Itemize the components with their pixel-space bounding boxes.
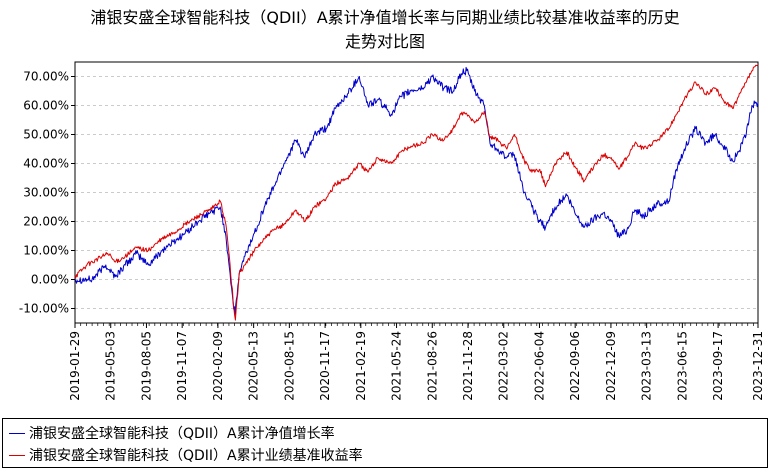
x-tick-label: 2020-11-17 (318, 331, 332, 401)
x-tick-label: 2022-03-02 (497, 331, 511, 401)
y-tick-label: -10.00% (19, 302, 69, 316)
x-tick-label: 2019-05-03 (104, 331, 118, 401)
legend-item-fund: 浦银安盛全球智能科技（QDII）A累计净值增长率 (9, 423, 335, 443)
legend-item-benchmark: 浦银安盛全球智能科技（QDII）A累计业绩基准收益率 (9, 445, 363, 465)
x-tick-label: 2023-09-17 (711, 331, 725, 401)
y-tick-label: 40.00% (23, 157, 69, 171)
x-tick-label: 2021-08-26 (425, 331, 439, 401)
series-line-benchmark (74, 64, 759, 321)
legend-label-fund: 浦银安盛全球智能科技（QDII）A累计净值增长率 (29, 426, 335, 442)
x-tick-label: 2020-08-15 (282, 331, 296, 401)
x-tick-label: 2019-11-07 (175, 331, 189, 401)
x-tick-label: 2023-03-13 (640, 331, 654, 401)
y-tick-label: 70.00% (23, 70, 69, 84)
y-tick-label: 20.00% (23, 215, 69, 229)
x-tick-label: 2021-11-28 (461, 331, 475, 401)
legend-swatch-fund (9, 432, 25, 434)
y-tick-label: 50.00% (23, 128, 69, 142)
x-tick-label: 2020-05-13 (247, 331, 261, 401)
x-tick-label: 2021-05-24 (390, 331, 404, 401)
series-line-fund (74, 66, 759, 315)
legend: 浦银安盛全球智能科技（QDII）A累计净值增长率 浦银安盛全球智能科技（QDII… (2, 418, 768, 468)
y-tick-label: 10.00% (23, 244, 69, 258)
x-tick-label: 2019-01-29 (68, 331, 82, 401)
x-tick-label: 2019-08-05 (139, 331, 153, 401)
x-tick-label: 2020-02-09 (211, 331, 225, 401)
plot-frame (74, 61, 759, 324)
chart-title: 浦银安盛全球智能科技（QDII）A累计净值增长率与同期业绩比较基准收益率的历史 … (0, 6, 770, 54)
x-tick-label: 2021-02-19 (354, 331, 368, 401)
x-tick-label: 2023-06-15 (675, 331, 689, 401)
chart-title-line-2: 走势对比图 (344, 32, 425, 51)
y-tick-label: 30.00% (23, 186, 69, 200)
x-tick-label: 2022-09-06 (568, 331, 582, 401)
x-tick-label: 2023-12-31 (751, 331, 765, 401)
x-tick-label: 2022-12-09 (604, 331, 618, 401)
legend-label-benchmark: 浦银安盛全球智能科技（QDII）A累计业绩基准收益率 (29, 448, 363, 464)
x-tick-label: 2022-06-04 (532, 331, 546, 401)
legend-swatch-benchmark (9, 454, 25, 456)
y-tick-label: 60.00% (23, 99, 69, 113)
chart-title-line-1: 浦银安盛全球智能科技（QDII）A累计净值增长率与同期业绩比较基准收益率的历史 (90, 8, 680, 27)
y-tick-label: 0.00% (31, 273, 69, 287)
